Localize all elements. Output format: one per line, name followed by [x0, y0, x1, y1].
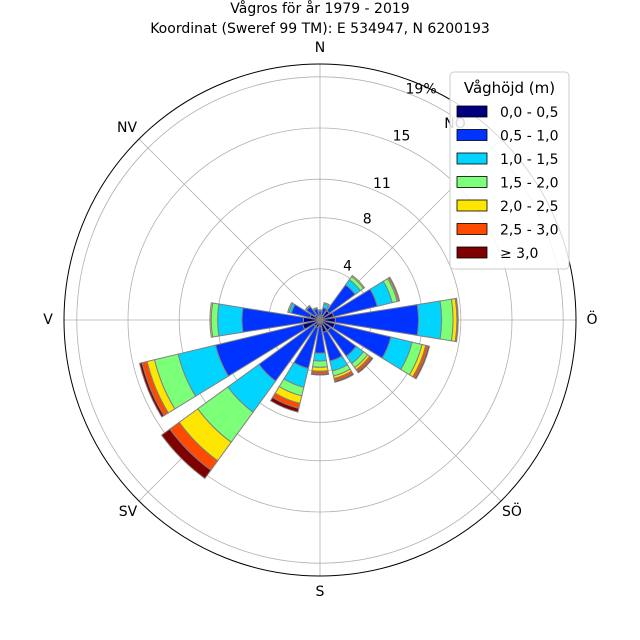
radial-tick-label-1: 8	[363, 211, 372, 227]
legend-label-3: 1,5 - 2,0	[500, 176, 558, 192]
direction-label-2: Ö	[586, 310, 597, 328]
legend-swatch-2	[456, 152, 488, 165]
radial-tick-label-3: 15	[393, 129, 411, 145]
chart-title: Vågros för år 1979 - 2019	[230, 0, 409, 17]
radial-tick-label-2: 11	[373, 176, 391, 192]
legend-label-6: ≥ 3,0	[500, 246, 538, 262]
legend-label-1: 0,5 - 1,0	[500, 129, 558, 145]
legend: Våghöjd (m) 0,0 - 0,5 0,5 - 1,0 1,0 - 1,5 1,…	[449, 71, 570, 270]
legend-label-4: 2,0 - 2,5	[500, 199, 558, 215]
bar-S-bin-6	[310, 372, 330, 376]
legend-swatch-3	[456, 176, 488, 188]
bar-NV-bin-2	[304, 304, 311, 311]
bar-Ö-bin-3	[439, 298, 454, 342]
bar-SSÖ-bin-6	[334, 372, 355, 383]
bar-NNV-bin-2	[312, 306, 318, 311]
bar-VSV-bin-6	[138, 362, 165, 418]
legend-swatch-5	[456, 223, 488, 235]
bar-Ö-bin-2	[416, 300, 443, 340]
chart-subtitle: Koordinat (Sweref 99 TM): E 534947, N 62…	[150, 21, 490, 37]
grid-spoke-7	[138, 138, 321, 321]
bar-VNV-bin-3	[287, 301, 294, 314]
bar-Ö-bin-5	[454, 297, 459, 343]
direction-label-5: SV	[119, 504, 138, 520]
bar-V-bin-2	[217, 303, 244, 337]
direction-label-4: S	[316, 584, 325, 600]
bar-NNÖ-bin-3	[323, 301, 331, 307]
legend-label-5: 2,5 - 3,0	[500, 223, 558, 239]
legend-swatch-1	[456, 129, 488, 141]
bar-S-bin-3	[312, 359, 328, 368]
legend-swatch-0	[456, 105, 488, 118]
legend-label-2: 1,0 - 1,5	[500, 152, 558, 168]
bar-N-bin-2	[317, 309, 323, 312]
bar-ÖNÖ-bin-5	[388, 276, 401, 302]
bar-SÖ-bin-6	[356, 356, 374, 374]
legend-box	[449, 71, 570, 270]
bar-V-bin-4	[209, 302, 214, 338]
radial-tick-label-0: 4	[343, 259, 352, 275]
bar-S-bin-2	[313, 352, 327, 362]
direction-label-6: V	[43, 312, 53, 328]
rose-bars	[138, 274, 459, 480]
bar-SSV-bin-6	[269, 396, 300, 413]
radial-tick-label-4: 19%	[406, 81, 437, 97]
bar-ÖSÖ-bin-6	[414, 345, 431, 380]
direction-label-7: NV	[117, 120, 137, 136]
legend-label-0: 0,0 - 0,5	[500, 105, 558, 121]
direction-label-3: SÖ	[502, 502, 522, 520]
legend-swatch-6	[456, 246, 488, 259]
outer-ring	[63, 63, 577, 577]
bar-SV-bin-6	[160, 428, 212, 480]
polar-grid	[63, 63, 577, 577]
direction-label-0: N	[315, 40, 325, 56]
bar-NÖ-bin-4	[350, 274, 366, 290]
legend-title: Våghöjd (m)	[464, 79, 555, 97]
legend-swatch-4	[456, 199, 488, 212]
